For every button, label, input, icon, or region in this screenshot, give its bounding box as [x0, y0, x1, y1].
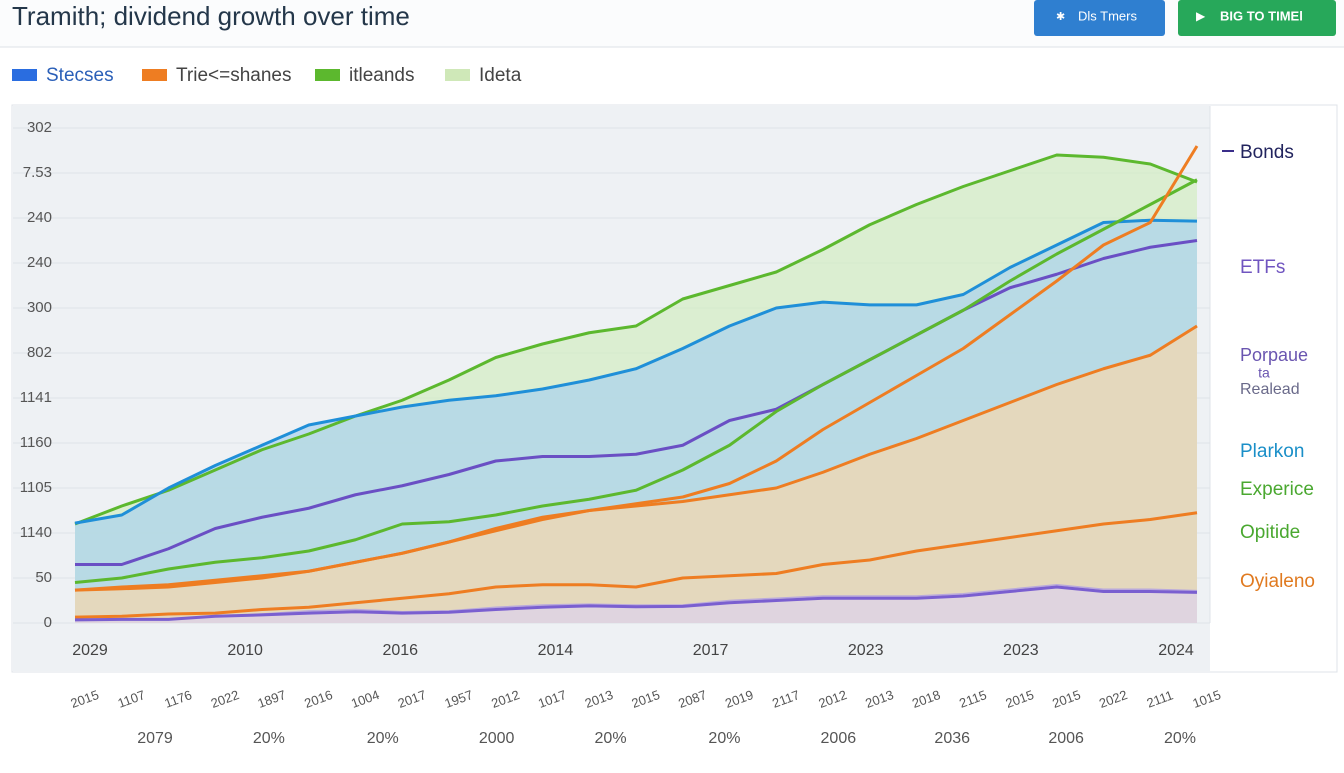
y-tick-label: 240 — [27, 254, 52, 271]
x-category-label: 2012 — [489, 687, 521, 711]
x-bottom-label: 20% — [595, 730, 627, 747]
legend-swatch — [12, 69, 37, 81]
x-category-label: 1015 — [1190, 687, 1222, 711]
x-bottom-label: 2000 — [479, 730, 515, 747]
x-tick-label: 2010 — [227, 642, 263, 659]
x-category-label: 2018 — [910, 687, 942, 711]
x-tick-label: 2029 — [72, 642, 108, 659]
y-tick-label: 1105 — [20, 479, 52, 496]
x-tick-label: 2023 — [1003, 642, 1039, 659]
x-category-label: 2015 — [629, 687, 661, 711]
series-area — [75, 326, 1197, 623]
x-tick-label: 2016 — [382, 642, 418, 659]
x-bottom-label: 2006 — [1048, 730, 1084, 747]
x-tick-label: 2017 — [693, 642, 729, 659]
x-category-label: 2013 — [863, 687, 895, 711]
x-category-label: 2115 — [957, 687, 988, 711]
x-bottom-label: 2079 — [137, 730, 173, 747]
x-bottom-label: 2006 — [821, 730, 857, 747]
x-bottom-label: 20% — [1164, 730, 1196, 747]
annotation: Bonds — [1240, 142, 1294, 163]
x-category-label: 2013 — [583, 687, 615, 711]
button-icon: ✱ — [1056, 11, 1065, 23]
x-bottom-label: 20% — [253, 730, 285, 747]
button[interactable] — [1178, 0, 1336, 36]
x-bottom-label: 2036 — [934, 730, 970, 747]
x-category-label: 2117 — [770, 687, 801, 711]
annotation: Experice — [1240, 479, 1314, 500]
legend-swatch — [445, 69, 470, 81]
x-category-label: 2012 — [816, 687, 848, 711]
button[interactable] — [1034, 0, 1165, 36]
y-tick-label: 300 — [27, 299, 52, 316]
legend-label: Stecses — [46, 65, 114, 86]
x-category-label: 2022 — [209, 687, 241, 711]
annotation: Realead — [1240, 381, 1300, 398]
chart-title: Tramith; dividend growth over time — [12, 1, 410, 31]
series-line — [74, 178, 1198, 584]
series-line — [74, 585, 1198, 622]
x-category-label: 2015 — [68, 687, 100, 711]
x-category-label: 2016 — [302, 687, 334, 711]
x-category-label: 1897 — [255, 687, 287, 711]
y-tick-label: 0 — [44, 614, 52, 631]
legend-swatch — [315, 69, 340, 81]
x-tick-label: 2023 — [848, 642, 884, 659]
x-tick-label: 2024 — [1158, 642, 1194, 659]
annotation: ta — [1258, 365, 1270, 381]
x-category-label: 1004 — [349, 687, 381, 711]
series-area — [75, 584, 1197, 623]
series-line — [74, 511, 1198, 619]
annotation: Porpaue — [1240, 345, 1308, 365]
x-bottom-label: 20% — [367, 730, 399, 747]
y-tick-label: 802 — [27, 344, 52, 361]
legend-label: itleands — [349, 65, 415, 86]
x-category-label: 2017 — [396, 687, 428, 711]
legend-label: Trie<=shanes — [176, 65, 291, 86]
button-label[interactable]: BIG TO TIMEl — [1220, 8, 1303, 23]
x-tick-label: 2014 — [538, 642, 574, 659]
annotation: Opitide — [1240, 522, 1300, 543]
x-category-label: 2015 — [1003, 687, 1035, 711]
x-category-label: 2019 — [723, 687, 755, 711]
y-tick-label: 50 — [35, 569, 52, 586]
series-line — [74, 324, 1198, 592]
y-tick-label: 302 — [27, 119, 52, 136]
annotation: Plarkon — [1240, 441, 1304, 462]
x-category-label: 1176 — [162, 687, 193, 711]
x-category-label: 2022 — [1097, 687, 1129, 711]
y-tick-label: 240 — [27, 209, 52, 226]
y-tick-label: 1160 — [20, 434, 52, 451]
series-line — [74, 218, 1198, 525]
x-category-label: 1017 — [536, 687, 568, 711]
series-line — [74, 153, 1198, 526]
series-line — [74, 145, 1199, 592]
x-category-label: 2087 — [676, 687, 708, 711]
legend-label: Ideta — [479, 65, 522, 86]
x-bottom-label: 20% — [708, 730, 740, 747]
series-line — [75, 239, 1198, 566]
x-category-label: 1107 — [116, 687, 147, 711]
legend-swatch — [142, 69, 167, 81]
y-tick-label: 1141 — [20, 389, 52, 406]
x-category-label: 2111 — [1145, 687, 1176, 710]
annotation: Oyialeno — [1240, 571, 1315, 592]
annotation: ETFs — [1240, 257, 1285, 278]
button-icon: ▶ — [1196, 9, 1206, 23]
x-category-label: 1957 — [442, 687, 474, 711]
y-tick-label: 7.53 — [23, 164, 52, 181]
x-category-label: 2015 — [1050, 687, 1082, 711]
button-label[interactable]: Dls Tmers — [1078, 8, 1137, 23]
y-tick-label: 1140 — [20, 524, 52, 541]
